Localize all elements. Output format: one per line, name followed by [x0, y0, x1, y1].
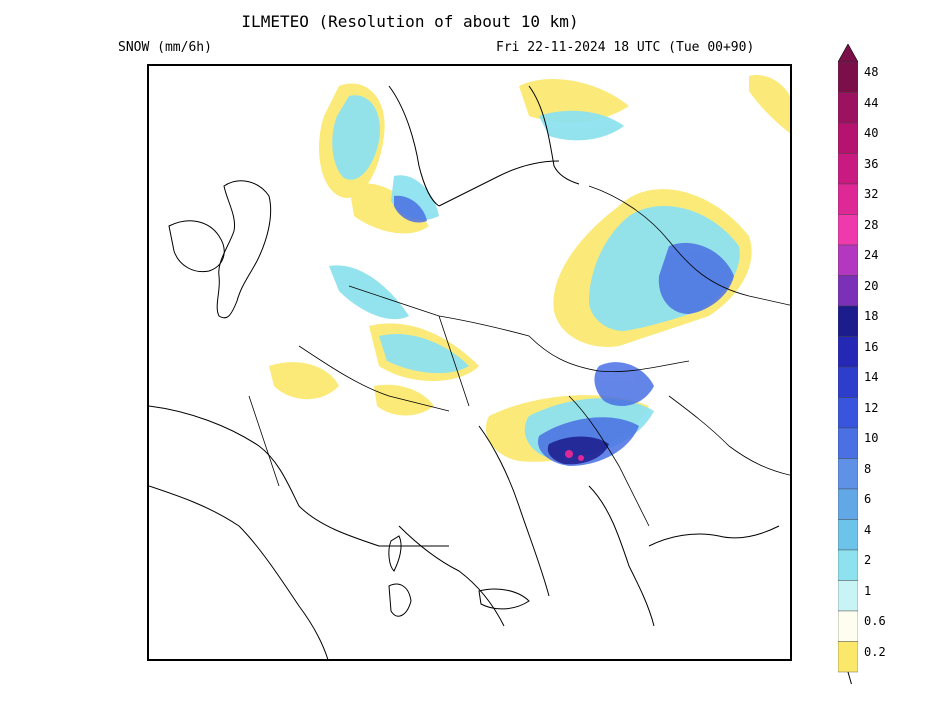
color-scale-label: 44 — [864, 95, 879, 110]
map-title: ILMETEO (Resolution of about 10 km) — [241, 12, 579, 31]
color-scale-label: 10 — [864, 431, 879, 445]
color-scale-swatch — [838, 214, 858, 246]
color-scale-label: 2 — [864, 553, 872, 567]
color-scale-label: 12 — [864, 400, 879, 415]
coastlines — [149, 85, 780, 659]
color-scale-label: 0.2 — [864, 644, 886, 659]
color-scale-label: 20 — [864, 278, 879, 293]
field-label: SNOW (mm/6h) — [118, 40, 212, 55]
color-scale-label: 24 — [864, 248, 879, 262]
color-scale-label: 36 — [864, 156, 879, 171]
color-scale-swatch — [838, 336, 858, 368]
color-scale-swatch — [838, 458, 858, 490]
color-scale-swatch — [838, 580, 858, 612]
color-scale-label: 32 — [864, 187, 879, 201]
color-scale-swatch — [838, 488, 858, 520]
color-scale-swatch — [838, 366, 858, 398]
color-scale-arrow-top — [838, 44, 858, 63]
color-scale-label: 40 — [864, 126, 879, 140]
snow-field-peak — [565, 450, 584, 461]
color-scale-label: 8 — [864, 461, 872, 476]
color-scale-swatch — [838, 397, 858, 429]
map-canvas — [149, 75, 790, 659]
color-scale-swatch — [838, 153, 858, 185]
color-scale-label: 28 — [864, 217, 879, 232]
color-scale-label: 14 — [864, 370, 879, 384]
color-scale-swatch — [838, 275, 858, 307]
color-scale-swatch — [838, 61, 858, 93]
color-scale-swatch — [838, 427, 858, 459]
color-scale-label: 1 — [864, 583, 872, 598]
color-scale-swatch — [838, 244, 858, 276]
color-scale-swatch — [838, 549, 858, 581]
color-scale-bar — [838, 44, 858, 684]
snow-field-intense — [547, 436, 609, 465]
color-scale-swatch — [838, 183, 858, 215]
color-scale — [838, 44, 858, 684]
color-scale-swatch — [838, 641, 858, 673]
color-scale-label: 0.6 — [864, 614, 886, 628]
color-scale-tail — [847, 671, 852, 684]
color-scale-label: 18 — [864, 309, 879, 323]
color-scale-swatch — [838, 519, 858, 551]
snow-map — [147, 64, 792, 661]
color-scale-swatch — [838, 122, 858, 154]
color-scale-label: 4 — [864, 522, 872, 537]
color-scale-swatch — [838, 610, 858, 642]
valid-time-label: Fri 22-11-2024 18 UTC (Tue 00+90) — [496, 40, 755, 55]
color-scale-label: 6 — [864, 492, 872, 506]
country-borders — [248, 185, 790, 527]
color-scale-label: 16 — [864, 339, 879, 354]
color-scale-swatch — [838, 92, 858, 124]
color-scale-swatch — [838, 305, 858, 337]
color-scale-label: 48 — [864, 65, 879, 79]
